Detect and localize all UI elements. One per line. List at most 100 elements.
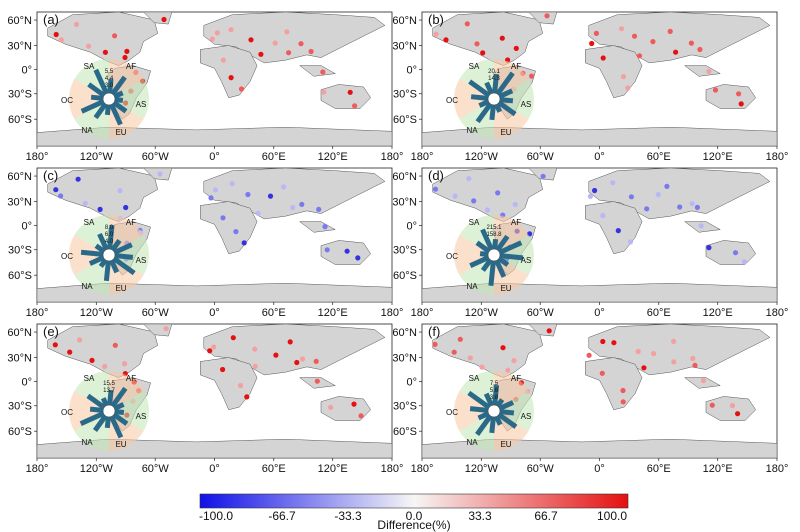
station-marker	[161, 16, 167, 23]
station-marker	[209, 36, 215, 42]
region-label: SA	[469, 218, 480, 227]
station-marker	[671, 359, 677, 365]
panel-label: (b)	[428, 12, 444, 27]
station-marker	[220, 215, 226, 221]
station-marker	[641, 365, 647, 371]
region-label: AS	[521, 256, 532, 265]
station-marker	[451, 349, 457, 355]
station-marker	[467, 355, 473, 361]
station-marker	[698, 223, 704, 229]
station-marker	[709, 402, 715, 408]
station-marker	[513, 45, 519, 52]
rose-center	[487, 92, 501, 106]
station-marker	[457, 336, 463, 342]
lat-label: 30°N	[7, 353, 32, 365]
station-marker	[316, 206, 322, 212]
station-marker	[238, 382, 244, 389]
station-marker	[466, 176, 472, 182]
station-marker	[529, 73, 535, 79]
station-marker	[655, 192, 661, 198]
station-marker	[299, 201, 305, 207]
lon-label: 180°	[411, 463, 434, 475]
station-marker	[587, 193, 593, 199]
station-marker	[432, 186, 439, 192]
station-marker	[358, 413, 364, 419]
station-marker	[321, 89, 327, 95]
station-marker	[252, 363, 258, 369]
station-marker	[124, 48, 130, 55]
station-marker	[355, 255, 361, 261]
rose-tick-label: 8.0	[105, 225, 114, 231]
lat-label: 0°	[406, 221, 417, 233]
station-marker	[694, 204, 700, 210]
lon-label: 0°	[209, 463, 220, 475]
station-marker	[73, 21, 80, 27]
rose-sector	[459, 59, 494, 99]
station-marker	[112, 33, 118, 39]
lon-label: 60°W	[142, 463, 170, 475]
lat-label: 30°N	[392, 41, 417, 53]
rose-center	[102, 404, 116, 418]
station-marker	[324, 247, 330, 253]
lon-label: 120°E	[703, 463, 733, 475]
rose-tick-label: 3.8	[490, 395, 499, 401]
landmass	[320, 396, 372, 421]
region-label: OC	[446, 408, 458, 417]
station-marker	[480, 50, 486, 56]
station-marker	[245, 191, 251, 198]
lon-label: 120°E	[703, 307, 733, 319]
region-label: EU	[500, 440, 511, 449]
station-marker	[738, 101, 744, 107]
lon-label: 180°	[381, 307, 404, 319]
station-marker	[267, 193, 274, 199]
lon-label: 0°	[594, 307, 605, 319]
rose-center	[102, 248, 116, 262]
station-marker	[471, 198, 477, 204]
rose-sector	[459, 215, 494, 255]
station-marker	[241, 240, 247, 246]
station-marker	[228, 75, 234, 81]
rose-sector	[74, 215, 109, 255]
station-marker	[589, 40, 595, 47]
colorbar-title: Difference(%)	[377, 518, 451, 532]
rose-sector	[109, 99, 144, 139]
lon-label: 0°	[209, 307, 220, 319]
lon-label: 0°	[594, 463, 605, 475]
station-marker	[89, 357, 95, 363]
station-marker	[706, 68, 712, 74]
region-label: AS	[521, 412, 532, 421]
station-marker	[229, 181, 235, 187]
station-marker	[600, 55, 606, 61]
station-marker	[610, 180, 616, 186]
station-marker	[308, 48, 314, 55]
lat-label: 0°	[21, 221, 32, 233]
lon-label: 180°	[411, 307, 434, 319]
station-marker	[600, 213, 606, 219]
station-marker	[314, 378, 320, 384]
station-marker	[273, 352, 279, 358]
rose-sector	[74, 371, 109, 411]
landmass	[683, 377, 721, 389]
landmass	[705, 396, 757, 421]
region-label: SA	[84, 62, 95, 71]
station-marker	[322, 224, 328, 230]
lat-label: 30°N	[7, 197, 32, 209]
station-marker	[495, 190, 501, 196]
station-marker	[281, 184, 287, 190]
lat-label: 30°S	[393, 401, 417, 413]
station-marker	[244, 394, 250, 400]
rose-sector	[494, 99, 529, 139]
region-label: AF	[126, 218, 136, 227]
landmass	[585, 357, 643, 411]
station-marker	[667, 28, 673, 34]
station-marker	[122, 361, 128, 367]
station-marker	[615, 228, 621, 234]
station-marker	[157, 171, 163, 177]
station-marker	[58, 37, 64, 43]
rose-sector	[109, 411, 144, 451]
rose-sector	[494, 255, 529, 295]
rose-sector	[69, 391, 109, 431]
station-marker	[546, 328, 552, 334]
lon-label: 120°E	[318, 307, 348, 319]
landmass	[298, 221, 336, 233]
